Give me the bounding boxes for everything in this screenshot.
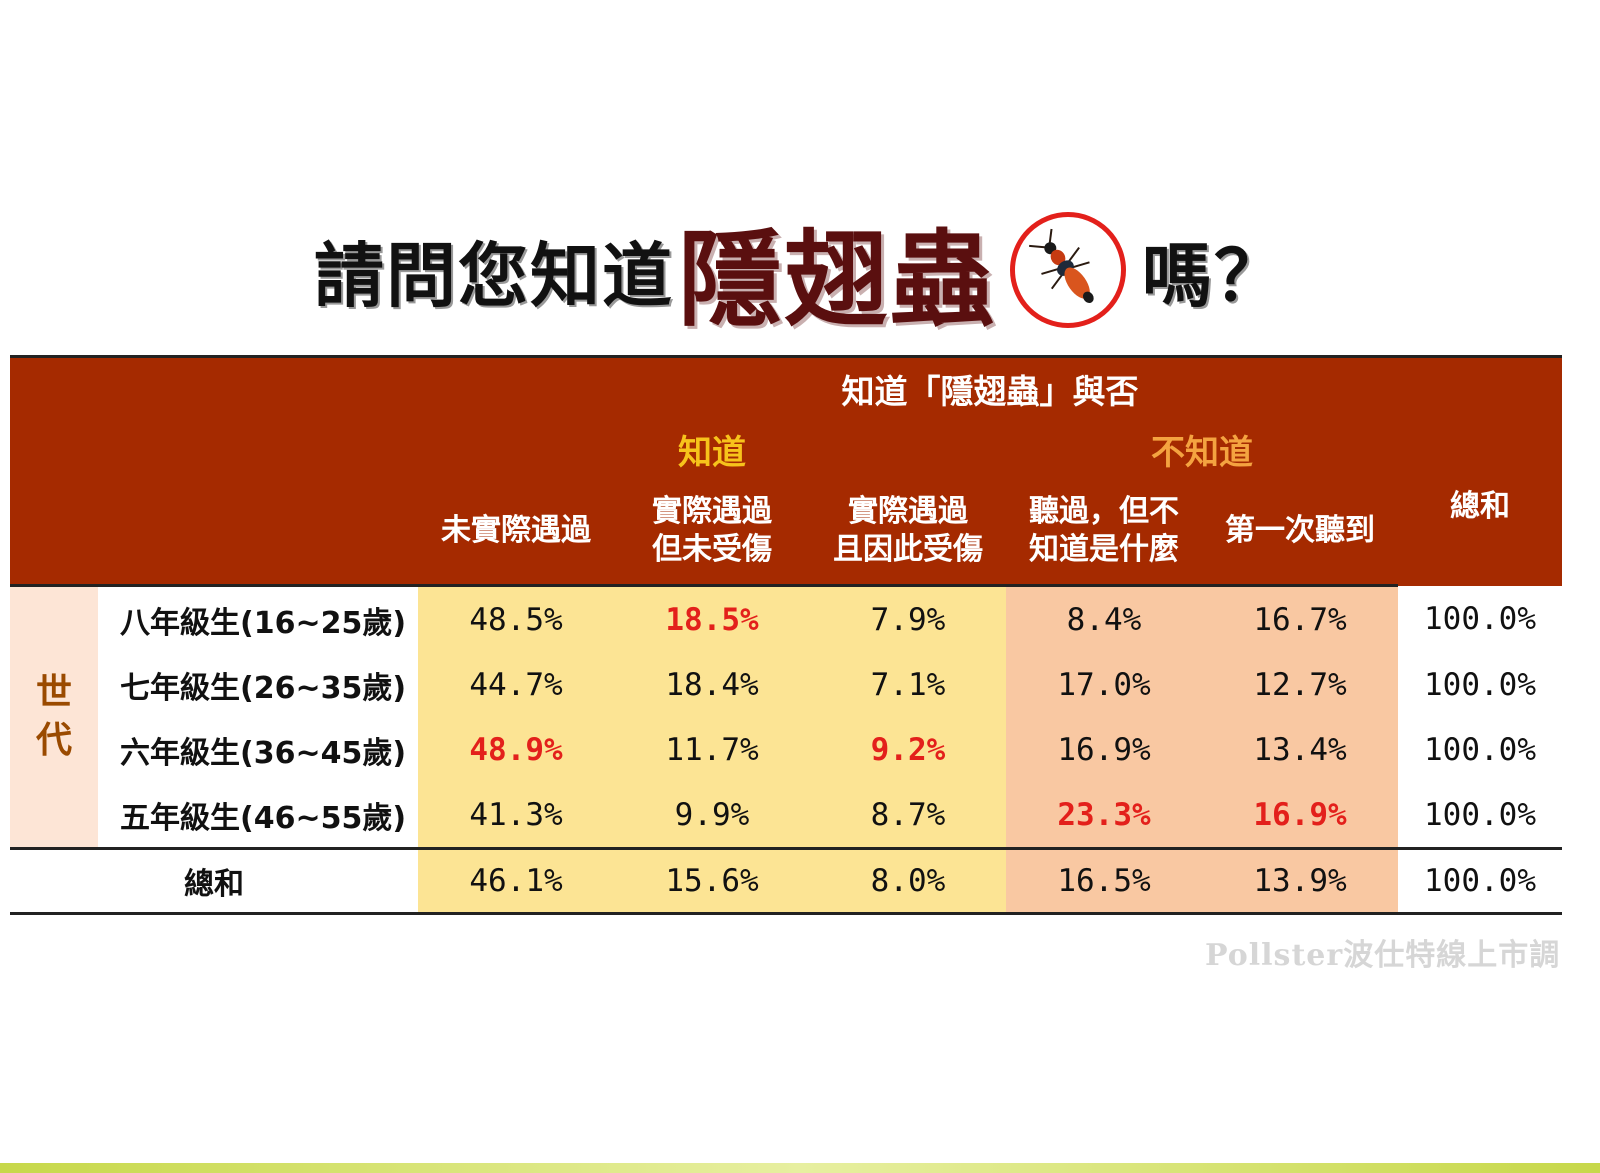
table-cell: 8.4% <box>1006 585 1202 652</box>
table-row: 七年級生(26~35歲) 44.7% 18.4% 7.1% 17.0% 12.7… <box>10 652 1562 717</box>
generation-side-label: 世 代 <box>10 585 98 849</box>
total-row: 總和 46.1% 15.6% 8.0% 16.5% 13.9% 100.0% <box>10 847 1562 915</box>
title-suffix: 嗎？ <box>1142 234 1286 317</box>
table-cell-total: 100.0% <box>1398 652 1562 717</box>
table-cell: 18.4% <box>614 652 810 717</box>
column-header: 未實際遇過 <box>418 478 614 587</box>
table-cell: 46.1% <box>418 847 614 915</box>
table-row: 世 代 八年級生(16~25歲) 48.5% 18.5% 7.9% 8.4% 1… <box>10 585 1562 849</box>
header-blank <box>10 355 418 420</box>
header-blank <box>10 420 418 478</box>
group-unknown-label: 不知道 <box>1006 420 1398 478</box>
table-cell: 16.7% <box>1202 585 1398 652</box>
column-header: 第一次聽到 <box>1202 478 1398 587</box>
table-cell: 9.9% <box>614 782 810 849</box>
table-cell-total: 100.0% <box>1398 847 1562 915</box>
table-cell-highlight: 18.5% <box>614 585 810 652</box>
table-cell: 44.7% <box>418 652 614 717</box>
table-cell: 48.5% <box>418 585 614 652</box>
table-cell: 7.1% <box>810 652 1006 717</box>
group-known-label: 知道 <box>418 420 1006 478</box>
table-row: 五年級生(46~55歲) 41.3% 9.9% 8.7% 23.3% 16.9%… <box>10 782 1562 849</box>
header-blank <box>10 478 418 587</box>
table-cell: 12.7% <box>1202 652 1398 717</box>
table-cell-total: 100.0% <box>1398 717 1562 782</box>
title-highlight: 隱翅蟲 <box>677 218 996 341</box>
table-cell-total: 100.0% <box>1398 782 1562 849</box>
table-cell-highlight: 48.9% <box>418 717 614 782</box>
page-title: 請問您知道 隱翅蟲 嗎？ <box>0 200 1600 341</box>
table-cell-highlight: 16.9% <box>1202 782 1398 849</box>
row-label: 八年級生(16~25歲) <box>120 605 407 641</box>
table-cell: 8.0% <box>810 847 1006 915</box>
column-header: 聽過，但不 知道是什麼 <box>1006 478 1202 587</box>
column-header: 實際遇過 但未受傷 <box>614 478 810 587</box>
total-column-header: 總和 <box>1398 420 1562 586</box>
rove-beetle-icon <box>1010 212 1126 328</box>
table-cell: 13.4% <box>1202 717 1398 782</box>
table-cell: 41.3% <box>418 782 614 849</box>
table-header: 知道「隱翅蟲」與否 <box>418 355 1562 420</box>
row-label: 六年級生(36~45歲) <box>120 735 407 771</box>
table-cell: 17.0% <box>1006 652 1202 717</box>
table-cell: 11.7% <box>614 717 810 782</box>
table-cell-total: 100.0% <box>1398 585 1562 652</box>
table-cell-highlight: 23.3% <box>1006 782 1202 849</box>
table-cell: 15.6% <box>614 847 810 915</box>
source-watermark: Pollster波仕特線上市調 <box>1205 938 1561 973</box>
table-cell: 13.9% <box>1202 847 1398 915</box>
table-cell-highlight: 9.2% <box>810 717 1006 782</box>
title-prefix: 請問您知道 <box>313 234 674 317</box>
bottom-divider <box>0 1163 1600 1173</box>
table-cell: 16.5% <box>1006 847 1202 915</box>
table-cell: 8.7% <box>810 782 1006 849</box>
column-header: 實際遇過 且因此受傷 <box>810 478 1006 587</box>
table-cell: 16.9% <box>1006 717 1202 782</box>
row-label: 七年級生(26~35歲) <box>120 670 407 706</box>
row-label: 五年級生(46~55歲) <box>120 800 407 836</box>
table-cell: 7.9% <box>810 585 1006 652</box>
survey-table: 知道「隱翅蟲」與否 知道 不知道 總和 未實際遇過 實際遇過 但未受傷 實際遇過… <box>10 355 1562 915</box>
total-row-label: 總和 <box>10 847 418 915</box>
table-row: 六年級生(36~45歲) 48.9% 11.7% 9.2% 16.9% 13.4… <box>10 717 1562 782</box>
